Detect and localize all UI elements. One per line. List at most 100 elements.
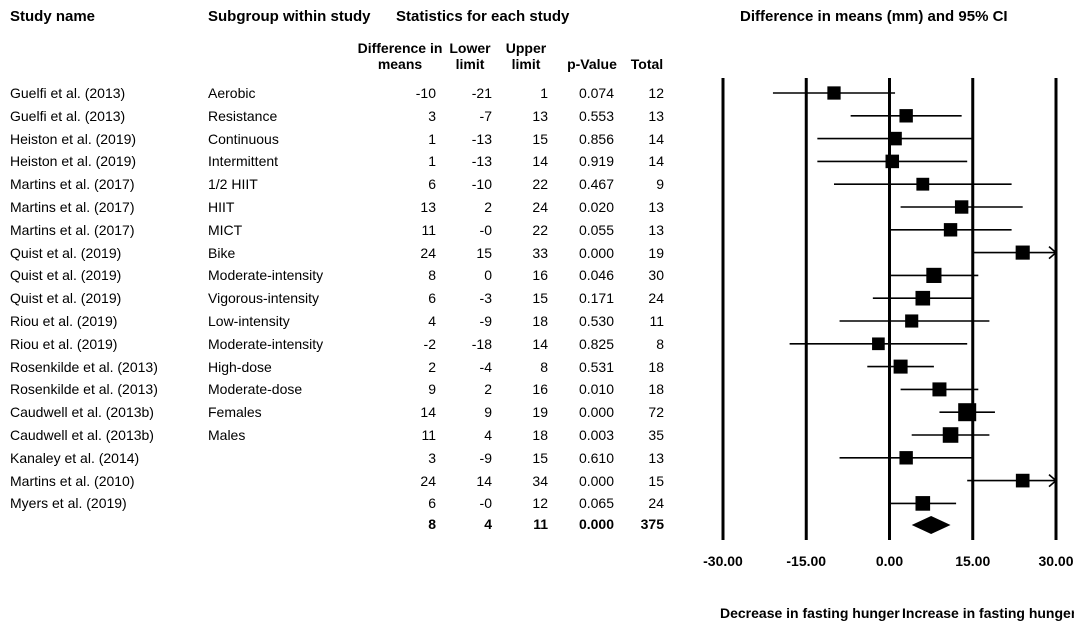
- total-cell: 24: [648, 290, 664, 307]
- tick-label: 15.00: [955, 553, 990, 569]
- upper-limit-cell: 15: [532, 290, 548, 307]
- summary-total: 375: [640, 516, 664, 532]
- total-cell: 9: [656, 176, 664, 193]
- upper-limit-cell: 15: [532, 130, 548, 147]
- summary-difference: 8: [428, 516, 436, 532]
- subgroup-cell: Low-intensity: [208, 313, 290, 329]
- point-estimate: [942, 427, 959, 443]
- point-estimate: [958, 403, 977, 422]
- lower-limit-cell: -18: [471, 335, 492, 352]
- point-estimate: [893, 359, 908, 374]
- tick-label: 30.00: [1038, 553, 1073, 569]
- upper-limit-cell: 19: [532, 404, 548, 421]
- p-value-cell: 0.065: [578, 495, 614, 512]
- difference-cell: 1: [428, 153, 436, 170]
- point-estimate: [899, 109, 913, 123]
- total-cell: 14: [648, 130, 664, 147]
- subgroup-cell: Resistance: [208, 107, 278, 124]
- point-estimate: [916, 177, 930, 191]
- point-estimate: [888, 131, 902, 146]
- lower-limit-cell: -4: [479, 358, 492, 375]
- lower-limit-cell: -10: [471, 176, 492, 193]
- subgroup-cell: 1/2 HIIT: [208, 176, 258, 193]
- p-value-cell: 0.020: [578, 199, 614, 215]
- subgroup-cell: Continuous: [208, 130, 279, 147]
- difference-cell: 6: [428, 495, 436, 512]
- upper-limit-cell: 18: [532, 427, 548, 443]
- difference-cell: 24: [420, 472, 436, 489]
- difference-cell: 2: [428, 358, 436, 375]
- plot-title: Difference in means (mm) and 95% CI: [740, 8, 1008, 25]
- difference-cell: 6: [428, 176, 436, 193]
- upper-limit-cell: 16: [532, 267, 548, 284]
- header-total: Total: [630, 56, 664, 72]
- upper-limit-cell: 13: [532, 107, 548, 124]
- difference-cell: 9: [428, 381, 436, 398]
- upper-limit-cell: 22: [532, 176, 548, 193]
- lower-limit-cell: -21: [471, 85, 492, 101]
- study-name-cell: Riou et al. (2019): [10, 313, 118, 329]
- study-name-cell: Myers et al. (2019): [10, 495, 127, 512]
- total-cell: 19: [648, 244, 664, 261]
- summary-p-value: 0.000: [578, 516, 614, 532]
- point-estimate: [954, 200, 969, 214]
- p-value-cell: 0.610: [578, 449, 614, 466]
- total-cell: 13: [648, 221, 664, 238]
- difference-cell: 11: [421, 427, 436, 443]
- upper-limit-cell: 33: [532, 244, 548, 261]
- total-cell: 15: [648, 472, 664, 489]
- upper-limit-cell: 12: [532, 495, 548, 512]
- lower-limit-cell: 4: [484, 427, 492, 443]
- lower-limit-cell: -3: [479, 290, 492, 307]
- total-cell: 18: [648, 381, 664, 398]
- p-value-cell: 0.003: [578, 427, 614, 443]
- study-name-cell: Rosenkilde et al. (2013): [10, 381, 158, 398]
- total-cell: 8: [656, 335, 664, 352]
- p-value-cell: 0.000: [578, 244, 614, 261]
- study-name-cell: Riou et al. (2019): [10, 335, 118, 352]
- total-cell: 30: [648, 267, 664, 284]
- study-name-cell: Martins et al. (2017): [10, 221, 135, 238]
- upper-limit-cell: 34: [532, 472, 548, 489]
- p-value-cell: 0.919: [578, 153, 614, 170]
- header-upper-limit: Upper limit: [505, 40, 547, 72]
- lower-limit-cell: 2: [484, 199, 492, 215]
- p-value-cell: 0.467: [578, 176, 614, 193]
- point-estimate: [932, 382, 947, 397]
- study-name-cell: Kanaley et al. (2014): [10, 449, 140, 466]
- total-cell: 13: [648, 107, 664, 124]
- total-cell: 35: [648, 427, 664, 443]
- total-cell: 24: [648, 495, 664, 512]
- upper-limit-cell: 8: [540, 358, 548, 375]
- lower-limit-cell: -7: [479, 107, 492, 124]
- difference-cell: 8: [428, 267, 436, 284]
- point-estimate: [1015, 245, 1030, 260]
- p-value-cell: 0.171: [578, 290, 614, 307]
- p-value-cell: 0.825: [578, 335, 614, 352]
- header-statistics: Statistics for each study: [396, 8, 570, 25]
- point-estimate: [905, 314, 919, 328]
- upper-limit-cell: 24: [532, 199, 548, 215]
- difference-cell: 1: [428, 130, 436, 147]
- point-estimate: [827, 86, 841, 100]
- header-lower-limit: Lower limit: [449, 40, 491, 72]
- difference-cell: 14: [420, 404, 436, 421]
- study-name-cell: Heiston et al. (2019): [10, 153, 137, 170]
- study-name-cell: Caudwell et al. (2013b): [10, 404, 154, 421]
- study-name-cell: Rosenkilde et al. (2013): [10, 358, 158, 375]
- lower-limit-cell: -0: [479, 495, 492, 512]
- summary-upper-limit: 11: [533, 516, 548, 532]
- point-estimate: [885, 154, 900, 169]
- lower-limit-cell: 14: [476, 472, 492, 489]
- subgroup-cell: High-dose: [208, 358, 272, 375]
- subgroup-cell: Intermittent: [208, 153, 279, 170]
- study-name-cell: Martins et al. (2017): [10, 176, 135, 193]
- difference-cell: 3: [428, 449, 436, 466]
- study-name-cell: Heiston et al. (2019): [10, 130, 137, 147]
- subgroup-cell: Moderate-intensity: [208, 267, 324, 284]
- lower-limit-cell: 15: [476, 244, 492, 261]
- subgroup-cell: Males: [208, 427, 246, 443]
- lower-limit-cell: -13: [471, 130, 492, 147]
- summary-lower-limit: 4: [484, 516, 492, 532]
- subgroup-cell: Moderate-dose: [208, 381, 303, 398]
